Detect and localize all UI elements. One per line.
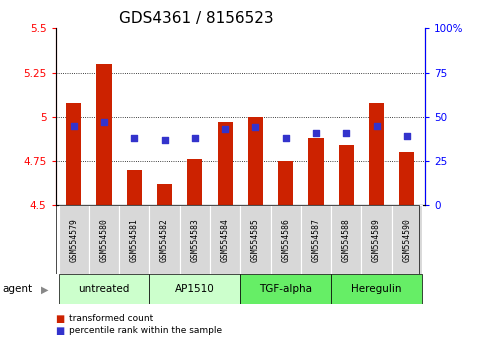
Bar bbox=[331, 274, 422, 304]
Text: GSM554588: GSM554588 bbox=[342, 218, 351, 262]
Text: transformed count: transformed count bbox=[69, 314, 153, 323]
Bar bbox=[248, 117, 263, 205]
Point bbox=[312, 130, 320, 136]
Point bbox=[70, 123, 78, 129]
Point bbox=[221, 126, 229, 132]
Bar bbox=[241, 274, 331, 304]
Bar bbox=[58, 274, 149, 304]
Text: GSM554585: GSM554585 bbox=[251, 218, 260, 262]
Bar bbox=[127, 170, 142, 205]
Bar bbox=[66, 103, 81, 205]
Bar bbox=[217, 122, 233, 205]
Bar bbox=[119, 205, 149, 274]
Bar bbox=[339, 145, 354, 205]
Bar bbox=[58, 205, 89, 274]
Bar bbox=[278, 161, 293, 205]
Bar bbox=[180, 205, 210, 274]
Bar bbox=[210, 205, 241, 274]
Text: percentile rank within the sample: percentile rank within the sample bbox=[69, 326, 222, 336]
Text: agent: agent bbox=[2, 284, 32, 295]
Bar bbox=[270, 205, 301, 274]
Text: ▶: ▶ bbox=[41, 284, 49, 295]
Bar bbox=[369, 103, 384, 205]
Bar bbox=[241, 205, 270, 274]
Point bbox=[130, 135, 138, 141]
Text: untreated: untreated bbox=[78, 284, 130, 295]
Bar bbox=[187, 159, 202, 205]
Text: ■: ■ bbox=[56, 326, 68, 336]
Point bbox=[282, 135, 290, 141]
Text: GDS4361 / 8156523: GDS4361 / 8156523 bbox=[119, 11, 273, 25]
Bar bbox=[301, 205, 331, 274]
Text: GSM554583: GSM554583 bbox=[190, 218, 199, 262]
Text: GSM554587: GSM554587 bbox=[312, 218, 321, 262]
Text: GSM554589: GSM554589 bbox=[372, 218, 381, 262]
Point bbox=[100, 119, 108, 125]
Bar bbox=[361, 205, 392, 274]
Text: Heregulin: Heregulin bbox=[351, 284, 402, 295]
Bar bbox=[89, 205, 119, 274]
Text: GSM554580: GSM554580 bbox=[99, 218, 109, 262]
Text: GSM554590: GSM554590 bbox=[402, 218, 412, 262]
Bar bbox=[149, 205, 180, 274]
Bar bbox=[157, 184, 172, 205]
Point bbox=[161, 137, 169, 143]
Text: AP1510: AP1510 bbox=[175, 284, 215, 295]
Point bbox=[191, 135, 199, 141]
Text: GSM554582: GSM554582 bbox=[160, 218, 169, 262]
Point bbox=[403, 133, 411, 139]
Bar bbox=[97, 64, 112, 205]
Bar bbox=[392, 205, 422, 274]
Text: GSM554579: GSM554579 bbox=[69, 218, 78, 262]
Bar bbox=[309, 138, 324, 205]
Point bbox=[342, 130, 350, 136]
Point bbox=[252, 125, 259, 130]
Bar bbox=[331, 205, 361, 274]
Text: GSM554581: GSM554581 bbox=[130, 218, 139, 262]
Point bbox=[373, 123, 381, 129]
Text: ■: ■ bbox=[56, 314, 68, 324]
Text: GSM554586: GSM554586 bbox=[281, 218, 290, 262]
Bar bbox=[399, 152, 414, 205]
Bar bbox=[149, 274, 241, 304]
Text: TGF-alpha: TGF-alpha bbox=[259, 284, 312, 295]
Text: GSM554584: GSM554584 bbox=[221, 218, 229, 262]
